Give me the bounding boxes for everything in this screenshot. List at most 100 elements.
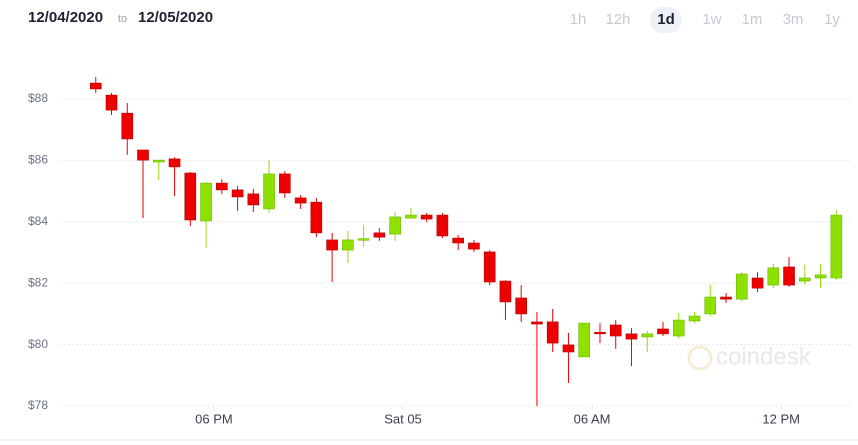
candle-body	[247, 193, 260, 206]
candle	[799, 264, 811, 285]
range-button-label: 1m	[742, 11, 763, 28]
range-button[interactable]: 12h	[605, 11, 630, 28]
y-tick-label: $78	[28, 398, 48, 412]
candle	[546, 309, 559, 352]
candle	[641, 330, 654, 352]
candle	[515, 285, 527, 322]
range-button-label: 1d	[657, 11, 675, 28]
candle-body	[105, 94, 118, 111]
range-button[interactable]: 3m	[783, 11, 804, 28]
candle	[357, 224, 370, 247]
candle-body	[389, 216, 401, 235]
candle	[137, 149, 149, 219]
date-joiner: to	[118, 13, 127, 25]
candle-body	[562, 344, 575, 353]
x-tick-label: 06 AM	[574, 411, 611, 426]
range-button-label: 1w	[702, 11, 721, 28]
candle-body	[357, 238, 370, 241]
range-button[interactable]: 1y	[824, 11, 840, 28]
candle-body	[531, 321, 543, 325]
candle-body	[735, 273, 748, 300]
x-tick-label: 12 PM	[762, 411, 800, 426]
candle	[483, 250, 496, 286]
candle-body	[657, 328, 669, 335]
candle	[200, 181, 212, 248]
candle-body	[515, 297, 527, 315]
candle-body	[594, 332, 606, 335]
candle-body	[704, 296, 717, 315]
y-tick-label: $88	[28, 91, 48, 105]
range-button-label: 12h	[605, 11, 630, 28]
candle	[830, 210, 843, 281]
candle-body	[168, 158, 181, 168]
candle-body	[578, 322, 591, 358]
candle-body	[468, 242, 480, 250]
x-tick-label: 06 PM	[195, 411, 233, 426]
candle	[263, 160, 275, 213]
candle-body	[546, 321, 559, 344]
candle	[420, 212, 433, 222]
watermark-logo	[687, 345, 713, 371]
candle	[767, 263, 780, 289]
range-button[interactable]: 1h	[570, 11, 587, 28]
candle-body	[830, 214, 843, 279]
candle-body	[641, 333, 654, 338]
candle-body	[405, 214, 417, 219]
candle	[168, 157, 181, 197]
candle-body	[751, 277, 764, 289]
candle-body	[814, 274, 827, 279]
x-tick-label: Sat 05	[384, 411, 422, 426]
candle	[735, 272, 748, 302]
candle-body	[326, 239, 338, 251]
candle-body	[799, 277, 811, 282]
candle-body	[152, 159, 165, 163]
candle	[751, 272, 764, 293]
candle	[468, 239, 480, 252]
candle	[625, 328, 638, 367]
y-tick-label: $82	[28, 275, 48, 289]
candle-body	[625, 333, 638, 340]
candle	[594, 323, 606, 344]
candle	[389, 212, 401, 241]
candle	[279, 171, 291, 198]
range-button-label: 3m	[783, 11, 804, 28]
candle-body	[436, 214, 449, 237]
candle	[342, 231, 354, 263]
candle	[657, 321, 669, 337]
candle-body	[720, 296, 732, 300]
candle-body	[452, 237, 464, 244]
candle-body	[310, 201, 323, 234]
candle-body	[121, 112, 134, 140]
candle	[720, 293, 732, 303]
range-button[interactable]: 1d	[650, 7, 682, 33]
candle-body	[137, 149, 149, 161]
candle	[184, 172, 197, 227]
candle	[326, 232, 338, 282]
candle	[121, 103, 134, 155]
watermark-text: coindesk	[716, 343, 812, 370]
date-from: 12/04/2020	[28, 9, 103, 26]
candle-body	[373, 232, 386, 238]
candle	[436, 212, 449, 239]
candle-body	[767, 267, 780, 286]
candle-body	[688, 315, 701, 322]
candle	[814, 263, 827, 289]
candle-body	[783, 266, 795, 286]
candle	[688, 312, 701, 324]
range-button-label: 1y	[824, 11, 840, 28]
candle	[452, 235, 464, 251]
range-button[interactable]: 1w	[702, 11, 721, 28]
y-tick-label: $80	[28, 337, 48, 351]
candle	[294, 195, 307, 209]
candle-body	[279, 173, 291, 194]
candle	[247, 188, 260, 213]
candle	[783, 257, 795, 287]
candle	[405, 208, 417, 219]
candle-body	[499, 280, 512, 303]
range-button[interactable]: 1m	[742, 11, 763, 28]
candle	[231, 185, 244, 212]
watermark: coindesk	[687, 343, 812, 371]
candle	[672, 312, 685, 339]
